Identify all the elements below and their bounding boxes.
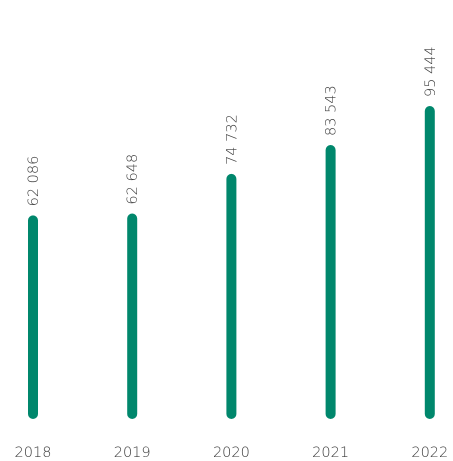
x-tick-label: 2018 [15, 445, 52, 461]
x-tick-label: 2020 [213, 445, 250, 461]
x-tick-label: 2022 [411, 445, 448, 461]
bar [226, 173, 237, 419]
value-label: 74 732 [224, 114, 240, 165]
bar [28, 215, 38, 419]
bar [127, 213, 138, 419]
value-label: 95 444 [423, 46, 439, 97]
x-tick-label: 2019 [114, 445, 151, 461]
bar [424, 106, 435, 419]
value-label: 62 648 [125, 154, 141, 205]
bar [325, 145, 336, 419]
x-tick-label: 2021 [312, 445, 349, 461]
value-label: 62 086 [26, 156, 42, 207]
value-label: 83 543 [324, 85, 340, 136]
